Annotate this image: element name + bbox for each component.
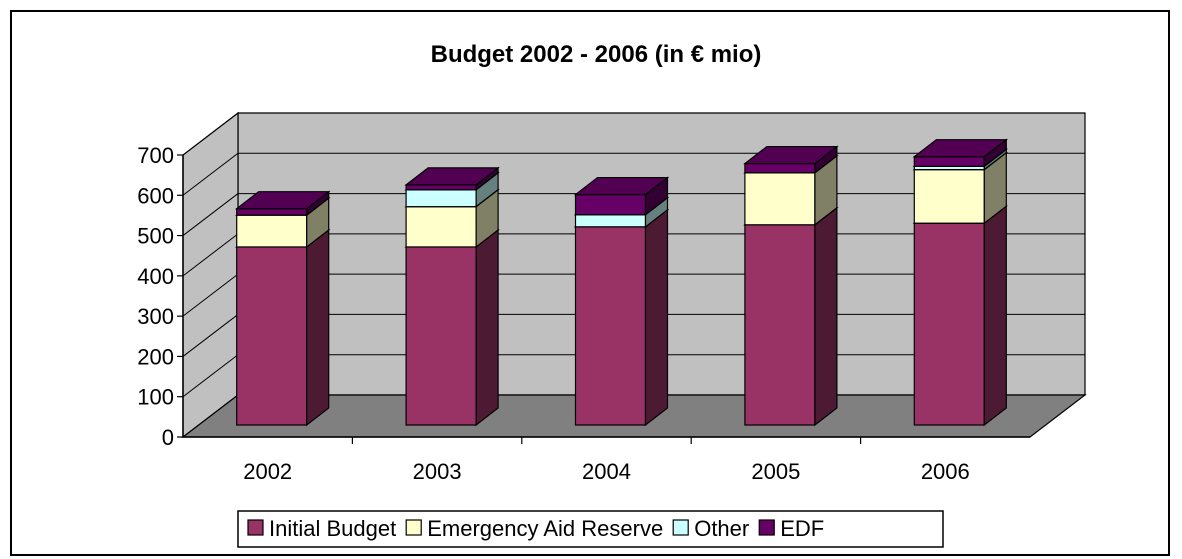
axes [182,155,1030,438]
y-tick-label: 400 [137,264,174,289]
legend-label-emergency-aid-reserve: Emergency Aid Reserve [427,516,663,541]
bar-side [814,206,838,427]
bar-initial-budget-2004 [574,226,647,426]
x-tick-label-2006: 2006 [921,459,970,484]
bar-stack-2006 [912,138,1009,427]
bar-side [306,228,330,427]
gridline-side [182,314,239,357]
bar-edf-2006 [913,156,985,167]
x-tick-label-2005: 2005 [751,459,800,484]
y-tick-label: 0 [162,425,174,450]
bar-side [475,228,499,427]
bar-top [573,176,670,196]
gridline-side [182,112,239,156]
bar-edf-2005 [744,162,816,174]
bar-emergency-aid-reserve-2002 [236,214,308,248]
bar-initial-budget-2002 [236,246,308,426]
gridline-side [182,152,239,196]
bar-edf-2002 [236,208,308,216]
legend-swatch-emergency-aid-reserve [405,519,422,536]
bar-stack-2003 [404,166,500,427]
bar-initial-budget-2003 [405,246,477,426]
bar-stack-2002 [234,190,331,427]
bar-emergency-aid-reserve-2006 [913,168,985,224]
bar-edf-2003 [405,184,477,191]
bar-stack-2004 [573,176,670,427]
legend-box [237,510,944,548]
bar-emergency-aid-reserve-2005 [744,172,816,226]
bar-other-2004 [574,214,647,228]
legend-label-edf: EDF [780,516,824,541]
legend-swatch-other [672,519,689,536]
x-tick-label-2002: 2002 [243,459,292,484]
y-tick-label: 700 [137,143,174,168]
bar-other-2003 [405,189,477,208]
y-tick-label: 300 [137,304,174,329]
y-tick-label: 100 [137,385,174,410]
bar-initial-budget-2005 [744,224,816,426]
bar-stack-2005 [743,145,839,427]
legend-label-other: Other [694,516,749,541]
y-tick-label: 500 [137,224,174,249]
y-tick-labels: 0 100 200 300 400 500 600 700 [137,143,174,450]
legend-swatch-initial-budget [247,519,264,536]
gridline-side [182,193,239,236]
bar-side [983,204,1007,427]
gridline-side [182,273,239,317]
bar-top [912,139,1009,158]
chart-title: Budget 2002 - 2006 (in € mio) [431,41,762,68]
legend-label-initial-budget: Initial Budget [269,516,396,541]
bar-edf-2004 [574,193,647,216]
bar-top [743,145,839,165]
legend-swatch-edf [758,519,775,536]
y-tick-label: 600 [137,183,174,208]
y-tick-label: 200 [137,344,174,369]
gridline-side [182,354,239,398]
bar-emergency-aid-reserve-2003 [405,206,477,248]
bar-top [404,167,500,186]
bar-initial-budget-2006 [913,222,985,426]
bar-top [234,191,331,210]
gridline-side [182,233,239,277]
x-tick-label-2003: 2003 [413,459,462,484]
side-wall [182,111,239,439]
bar-side [644,208,669,427]
bars [234,138,1009,427]
legend: Initial Budget Emergency Aid Reserve Other… [237,510,944,548]
x-tick-labels: 2002 2003 2004 2005 2006 [243,437,970,484]
x-tick-label-2004: 2004 [582,459,631,484]
